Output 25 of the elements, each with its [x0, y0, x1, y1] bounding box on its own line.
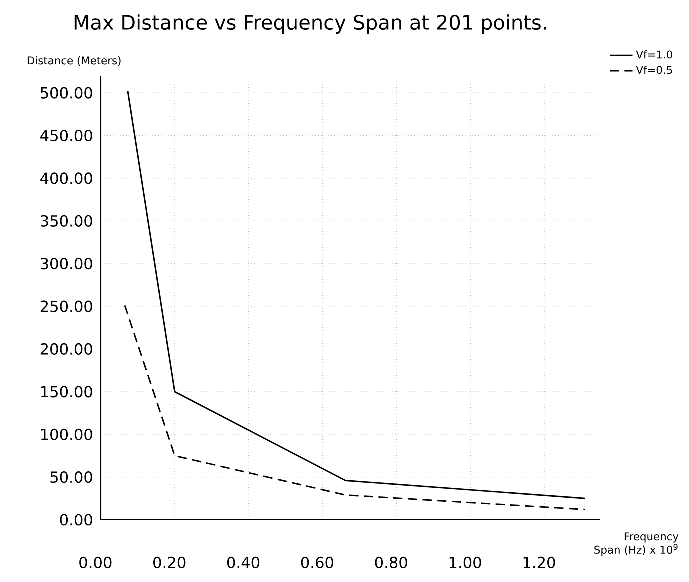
x-tick-label: 0.80 — [375, 556, 408, 568]
y-tick-label: 250.00 — [40, 300, 92, 312]
x-tick-label: 1.20 — [524, 556, 556, 568]
y-tick-label: 150.00 — [41, 386, 92, 398]
y-tick-label: 350.00 — [40, 215, 92, 227]
x-tick-label: 0.00 — [80, 556, 112, 568]
line-series — [124, 304, 586, 510]
y-tick-label: 0.00 — [60, 514, 92, 526]
y-tick-label: 300.00 — [40, 258, 92, 270]
x-tick-label: 0.60 — [301, 556, 334, 568]
x-axis-title: Frequency Span (Hz) x 10$^{9}$ — [594, 532, 679, 556]
y-tick-label: 50.00 — [50, 472, 92, 484]
y-tick-label: 500.00 — [40, 87, 92, 99]
x-tick-label: 0.40 — [227, 556, 260, 568]
y-axis-title: Distance (Meters) — [28, 56, 121, 66]
x-tick-label: 0.20 — [154, 556, 186, 568]
legend-label: Vf=1.0 — [636, 50, 672, 59]
legend-label: Vf=0.5 — [636, 66, 672, 74]
y-tick-label: 400.00 — [40, 172, 92, 184]
y-tick-label: 200.00 — [40, 343, 92, 356]
y-tick-label: 100.00 — [41, 428, 92, 440]
chart-title: Max Distance vs Frequency Span at 201 points. — [74, 14, 546, 34]
line-series — [127, 90, 586, 500]
x-tick-label: 1.00 — [450, 556, 482, 568]
y-tick-label: 450.00 — [40, 130, 92, 142]
